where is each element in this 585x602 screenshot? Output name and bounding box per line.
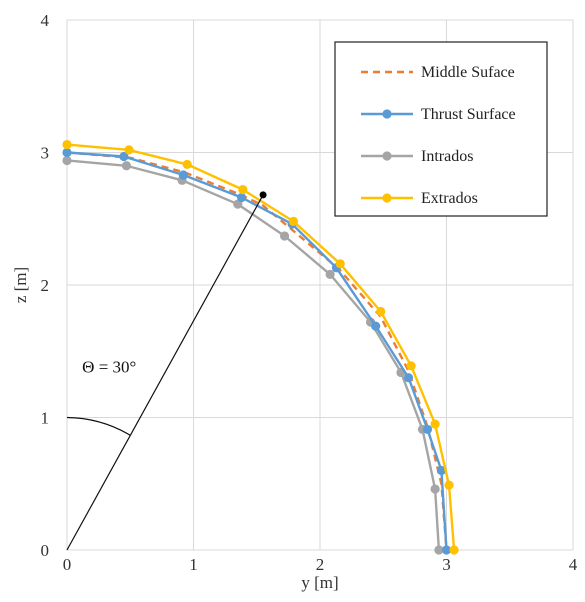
x-tick-label: 3 (442, 555, 451, 574)
data-point-thrust-surface (371, 321, 381, 331)
data-point-extrados (449, 545, 459, 555)
series-line-intrados (66, 159, 441, 551)
data-point-intrados (62, 155, 72, 166)
y-axis-title: z [m] (11, 267, 30, 303)
x-tick-label: 4 (569, 555, 578, 574)
data-point-intrados (325, 269, 335, 279)
legend-item-middle-suface: Middle Suface (361, 64, 515, 81)
legend: Middle Suface Thrust Surface Intrados Extra… (334, 41, 548, 217)
y-tick-label: 2 (41, 276, 50, 295)
theta-annotation-label: Θ = 30° (82, 357, 136, 376)
legend-item-thrust-surface: Thrust Surface (361, 106, 516, 123)
plot-area-frame (66, 19, 574, 551)
legend-label-intrados: Intrados (421, 148, 473, 165)
data-point-thrust-surface (178, 170, 188, 180)
data-point-extrados (124, 145, 134, 155)
data-point-thrust-surface (441, 545, 452, 555)
legend-label-extrados: Extrados (421, 190, 478, 207)
series-thrust-surface (62, 147, 452, 555)
data-point-thrust-surface (236, 192, 247, 203)
x-tick-label: 2 (316, 555, 325, 574)
theta-angle-arc (66, 416, 131, 436)
legend-marker-extrados (382, 193, 392, 203)
y-tick-label: 3 (41, 144, 50, 163)
data-point-extrados (444, 480, 454, 490)
legend-item-intrados: Intrados (361, 148, 473, 165)
data-point-extrados (406, 361, 416, 371)
y-tick-label: 4 (41, 11, 50, 30)
series-extrados (62, 139, 459, 555)
data-point-intrados (430, 484, 440, 494)
data-point-intrados (121, 161, 132, 171)
legend-marker-thrust-surface (382, 109, 392, 119)
legend-label-thrust-surface: Thrust Surface (421, 106, 516, 123)
data-point-intrados (434, 545, 444, 555)
data-point-extrados (335, 259, 345, 269)
y-tick-label: 1 (41, 409, 50, 428)
data-point-extrados (238, 185, 248, 195)
legend-box (334, 41, 548, 217)
series-layer (62, 139, 459, 555)
data-point-intrados (279, 231, 290, 241)
data-point-extrados (62, 139, 72, 150)
data-point-extrados (182, 159, 192, 170)
legend-item-extrados: Extrados (361, 190, 478, 207)
x-axis-title: y [m] (301, 573, 338, 592)
data-point-thrust-surface (403, 373, 414, 383)
legend-label-middle-suface: Middle Suface (421, 64, 515, 81)
x-tick-label: 0 (63, 555, 72, 574)
legend-marker-intrados (382, 151, 392, 161)
theta-ray-line (66, 194, 264, 551)
series-intrados (62, 155, 444, 555)
ray-end-point (259, 191, 267, 199)
data-point-thrust-surface (62, 147, 72, 158)
annotation-layer: Θ = 30° (66, 191, 267, 551)
data-point-thrust-surface (436, 465, 447, 476)
data-point-thrust-surface (119, 151, 129, 162)
data-point-thrust-surface (422, 424, 433, 435)
data-point-extrados (288, 216, 299, 226)
y-tick-label: 0 (41, 541, 50, 560)
data-point-extrados (430, 419, 440, 429)
x-tick-label: 1 (189, 555, 198, 574)
data-point-extrados (376, 306, 386, 317)
tick-label-layer: 0 1 2 3 4 0 1 2 3 4 (41, 11, 578, 574)
